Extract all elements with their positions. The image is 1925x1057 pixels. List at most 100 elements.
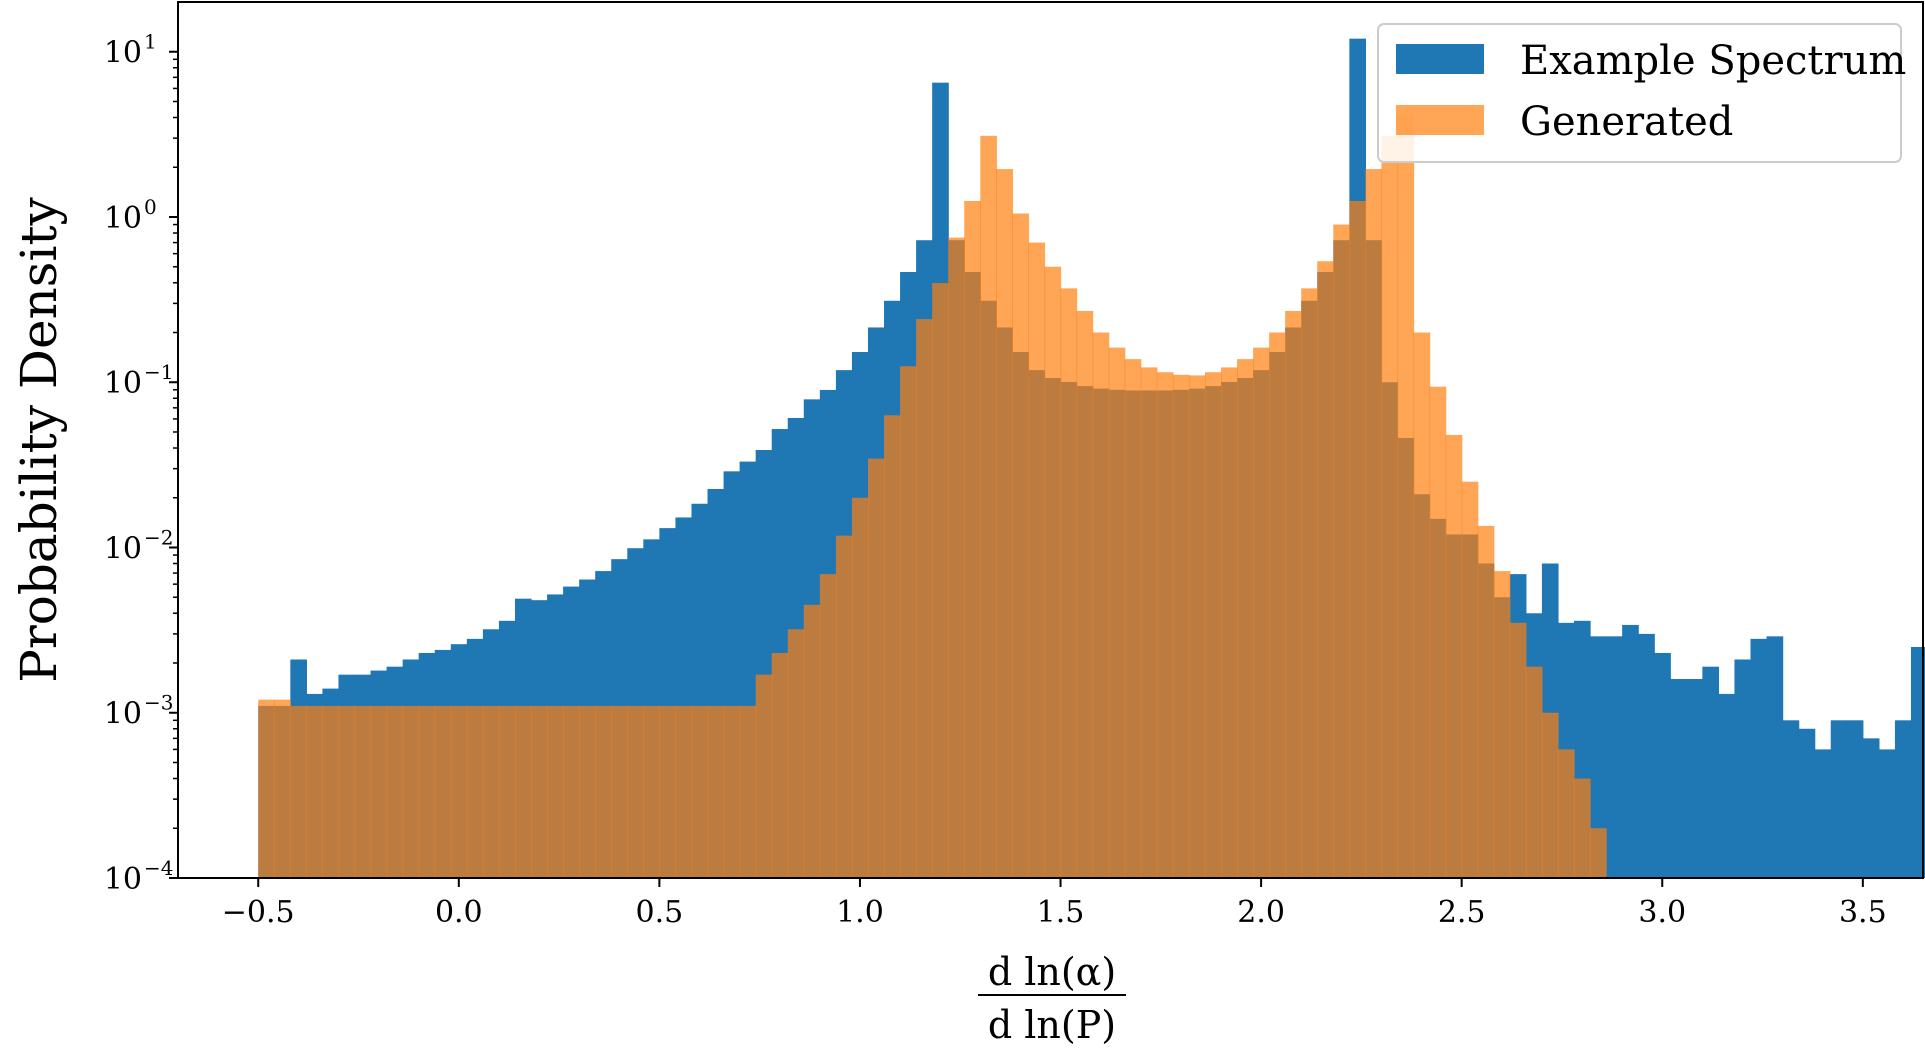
histogram-bar xyxy=(691,705,709,878)
histogram-bar xyxy=(932,283,949,879)
histogram-bar xyxy=(466,705,484,878)
y-tick-label: 10 xyxy=(104,531,142,566)
y-tick-label: 10 xyxy=(104,862,142,897)
histogram-bar xyxy=(1220,367,1238,878)
histogram-bar xyxy=(1060,288,1078,879)
histogram-bar xyxy=(1574,778,1591,878)
histogram-bar xyxy=(595,705,612,878)
histogram-bar xyxy=(1910,646,1925,878)
histogram-bar xyxy=(1493,571,1511,878)
y-tick-label-exponent: 0 xyxy=(144,195,157,219)
histogram-bar xyxy=(1445,434,1463,878)
histogram-bar xyxy=(803,604,821,878)
x-tick-label: 3.0 xyxy=(1638,895,1686,930)
histogram-bar xyxy=(1188,375,1206,878)
x-tick-label: 3.5 xyxy=(1839,895,1887,930)
histogram-bar xyxy=(547,705,564,878)
histogram-bar xyxy=(290,705,307,878)
histogram-bar xyxy=(579,705,596,878)
histogram-bar xyxy=(1894,720,1912,878)
histogram-bar xyxy=(434,705,452,878)
histogram-bar xyxy=(884,415,901,878)
histogram-bar xyxy=(1766,636,1784,878)
x-tick-label: 2.0 xyxy=(1237,895,1285,930)
histogram-bar xyxy=(1156,372,1174,878)
y-axis-label: Probability Density xyxy=(10,196,68,682)
histogram-bar xyxy=(1365,169,1383,878)
y-tick-label-exponent: −3 xyxy=(144,691,173,715)
histogram-bar xyxy=(1702,666,1720,878)
histogram-bar xyxy=(1718,693,1736,878)
histogram-bar xyxy=(338,705,356,878)
histogram-bar xyxy=(1590,828,1607,878)
histogram-bar xyxy=(1413,332,1431,878)
legend: Example Spectrum Generated xyxy=(1377,23,1906,163)
histogram-bar xyxy=(1317,261,1334,879)
y-tick-label: 10 xyxy=(104,36,142,71)
histogram-bar xyxy=(306,705,324,878)
histogram-bar xyxy=(1461,481,1479,878)
histogram-bar xyxy=(900,366,917,878)
x-tick-label: −0.5 xyxy=(222,895,295,930)
histogram-bar xyxy=(1108,347,1126,878)
histogram-bar xyxy=(948,237,965,878)
histogram-bar xyxy=(1204,372,1222,878)
histogram-bar xyxy=(1606,636,1623,878)
histogram-bar xyxy=(1750,638,1768,878)
histogram-bar xyxy=(1269,332,1286,878)
legend-frame xyxy=(1377,23,1902,163)
histogram-bar xyxy=(514,705,532,878)
histogram-bar xyxy=(1686,679,1703,878)
histogram-bar xyxy=(1830,720,1848,878)
histogram-bar xyxy=(1140,367,1158,878)
histogram-bar xyxy=(996,169,1013,878)
histogram-bar xyxy=(258,699,275,878)
histogram-bar xyxy=(1028,242,1046,879)
x-axis-label-denominator: d ln(P) xyxy=(988,1003,1116,1047)
y-tick-label-exponent: −2 xyxy=(144,525,173,549)
x-tick-label: 0.5 xyxy=(636,895,684,930)
x-axis-ticks: −0.5 0.0 0.5 1.0 1.5 2.0 2.5 3.0 3.5 xyxy=(222,878,1887,930)
histogram-bar xyxy=(1846,720,1864,878)
histogram-bar xyxy=(1172,374,1190,878)
histogram-bar xyxy=(1557,749,1575,878)
histogram-bar xyxy=(450,705,468,878)
histogram-bar xyxy=(1301,288,1318,879)
histogram-bar xyxy=(563,705,580,878)
y-tick-label-exponent: −1 xyxy=(144,360,173,384)
series-generated-bars xyxy=(258,115,1607,879)
histogram-bar xyxy=(1670,679,1687,878)
histogram-bar xyxy=(1333,224,1350,878)
histogram-bar xyxy=(787,629,805,878)
histogram-bar xyxy=(723,705,741,878)
x-axis-label-numerator: d ln(α) xyxy=(988,950,1116,994)
histogram-bar xyxy=(675,705,693,878)
histogram-bar xyxy=(402,705,420,878)
histogram-bar xyxy=(1429,386,1447,878)
histogram-bar xyxy=(1590,636,1607,878)
histogram-bar xyxy=(1878,749,1896,878)
histogram-bar xyxy=(611,705,628,878)
y-tick-label-exponent: 1 xyxy=(144,30,157,54)
histogram-bar xyxy=(1814,749,1832,878)
histogram-bar xyxy=(1076,310,1094,879)
histogram-bar xyxy=(531,705,548,878)
histogram-bar xyxy=(964,200,981,879)
histogram-bar xyxy=(1044,266,1062,878)
histogram-bar xyxy=(867,458,885,878)
histogram-bar xyxy=(980,135,997,879)
histogram-bar xyxy=(1285,310,1302,879)
histogram-bar xyxy=(1253,347,1270,878)
histogram-bar xyxy=(1654,652,1671,878)
histogram-bar xyxy=(1734,659,1752,878)
histogram-bar xyxy=(418,705,436,878)
y-tick-label: 10 xyxy=(104,201,142,236)
legend-label-generated: Generated xyxy=(1520,99,1733,145)
histogram-bar xyxy=(707,705,725,878)
histogram-bar xyxy=(1124,359,1142,878)
legend-label-example-spectrum: Example Spectrum xyxy=(1520,38,1906,84)
histogram-bar xyxy=(274,699,291,878)
histogram-bar xyxy=(771,652,789,878)
histogram-bar xyxy=(1381,135,1399,879)
